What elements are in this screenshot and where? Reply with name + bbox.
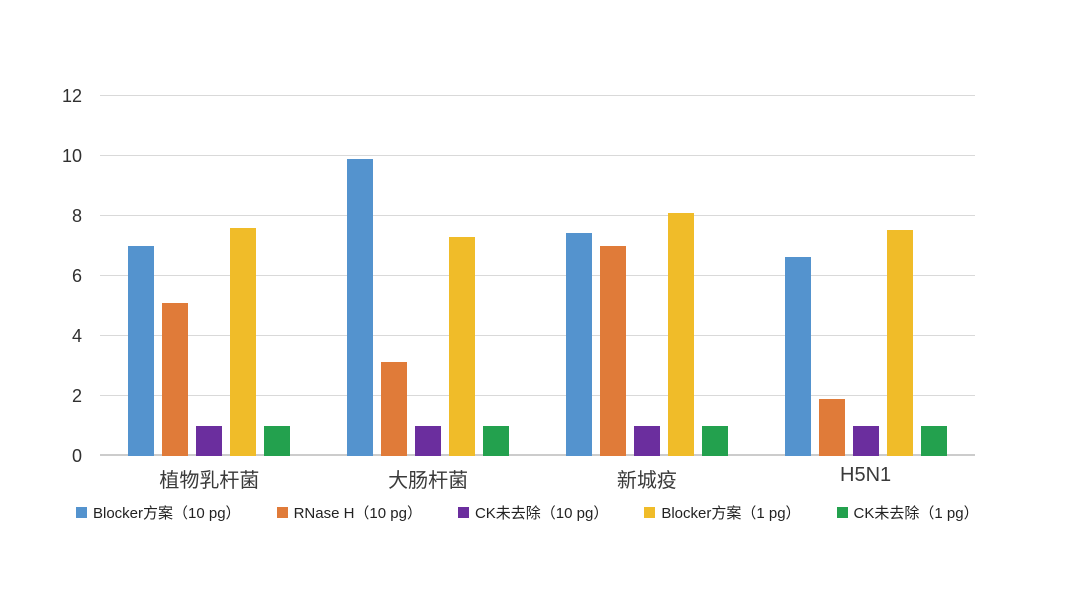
bar xyxy=(415,426,442,456)
gridline xyxy=(100,275,975,276)
bar xyxy=(565,232,592,456)
legend-label: Blocker方案（1 pg） xyxy=(661,505,801,522)
y-tick-label: 12 xyxy=(61,86,82,106)
y-tick-label: 10 xyxy=(61,146,82,166)
legend-label: Blocker方案（10 pg） xyxy=(93,505,241,522)
gridline xyxy=(100,95,975,96)
y-tick-label: 2 xyxy=(71,386,82,407)
y-tick-label: 4 xyxy=(71,326,82,347)
bar xyxy=(818,399,845,456)
x-axis-label: 植物乳杆菌 xyxy=(159,470,260,492)
bars xyxy=(128,96,291,456)
bar xyxy=(162,303,189,456)
gridline xyxy=(100,155,975,156)
bar xyxy=(264,426,291,456)
legend-label: CK未去除（10 pg） xyxy=(474,505,609,522)
legend-swatch xyxy=(276,507,288,518)
legend-label: CK未去除（1 pg） xyxy=(853,505,979,522)
bar xyxy=(230,228,257,456)
y-tick-label: 8 xyxy=(71,206,82,227)
bar-group xyxy=(756,96,975,456)
x-axis-label: 大肠杆菌 xyxy=(388,470,469,492)
legend-swatch xyxy=(76,507,87,518)
bar xyxy=(886,229,913,456)
x-axis: 植物乳杆菌 大肠杆菌 新城疫 H5N1 xyxy=(100,464,975,493)
bar xyxy=(347,159,374,456)
legend-label: RNase H（10 pg） xyxy=(293,505,422,522)
legend-item: CK未去除（1 pg） xyxy=(836,502,979,523)
bar xyxy=(381,361,408,456)
legend-item: RNase H（10 pg） xyxy=(276,502,422,523)
bar-group xyxy=(319,96,538,456)
gridline xyxy=(100,454,975,456)
bar xyxy=(599,246,626,456)
legend-swatch xyxy=(457,507,469,518)
legend-item: Blocker方案（1 pg） xyxy=(644,502,801,523)
legend-swatch xyxy=(644,507,656,518)
gridline xyxy=(100,395,975,396)
bar xyxy=(920,426,947,456)
x-axis-label: 新城疫 xyxy=(616,470,677,492)
bar xyxy=(852,426,879,456)
bar-group xyxy=(100,96,319,456)
bars xyxy=(347,96,510,456)
bar xyxy=(667,213,694,456)
y-axis: 0 2 4 6 8 10 12 xyxy=(0,87,92,465)
gridline xyxy=(100,335,975,336)
bar-group xyxy=(538,96,757,456)
bar xyxy=(483,426,510,456)
gridline xyxy=(100,215,975,216)
bar xyxy=(196,426,223,456)
plot-area xyxy=(100,95,975,456)
bar xyxy=(128,246,155,456)
legend-swatch xyxy=(836,507,848,518)
bars xyxy=(784,96,947,456)
bar xyxy=(784,256,811,456)
bar xyxy=(449,237,476,456)
bar xyxy=(633,426,660,456)
bar xyxy=(701,426,728,456)
legend: Blocker方案（10 pg） RNase H（10 pg） CK未去除（10 p… xyxy=(76,502,1036,523)
y-tick-label: 0 xyxy=(71,446,82,466)
bars xyxy=(565,96,728,456)
x-axis-label: H5N1 xyxy=(840,464,892,486)
grid-layer xyxy=(100,95,975,456)
bar-groups xyxy=(100,96,975,456)
y-tick-label: 6 xyxy=(71,266,82,286)
legend-item: CK未去除（10 pg） xyxy=(457,502,609,523)
legend-item: Blocker方案（10 pg） xyxy=(76,502,241,523)
